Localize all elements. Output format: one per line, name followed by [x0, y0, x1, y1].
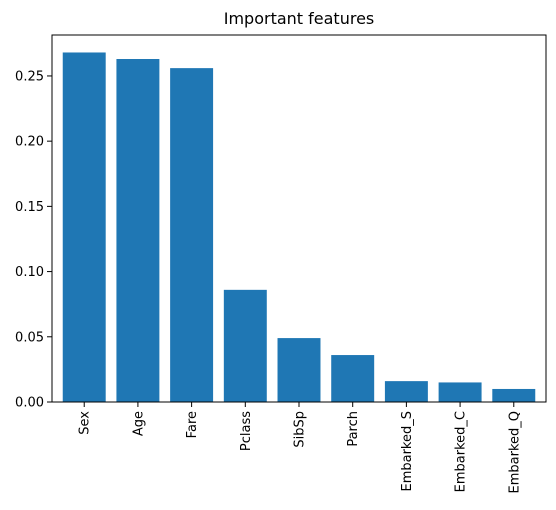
y-axis-ticks: 0.00 0.05 0.10 0.15 0.20 0.25	[15, 69, 52, 411]
x-tick-label: Pclass	[239, 411, 254, 451]
bar-embarked-q	[492, 388, 536, 402]
bar-sex	[62, 52, 106, 402]
y-tick-label: 0.20	[15, 135, 44, 150]
x-tick-label: Embarked_Q	[507, 411, 522, 494]
x-tick-label: Embarked_S	[400, 411, 415, 492]
bar-fare	[170, 68, 214, 402]
x-tick-label: Age	[131, 411, 146, 436]
y-tick-label: 0.10	[15, 265, 44, 280]
y-tick-label: 0.25	[15, 69, 44, 84]
bar-pclass	[223, 289, 267, 402]
bar-age	[116, 59, 160, 402]
x-tick-label: SibSp	[293, 411, 308, 448]
x-tick-label: Fare	[185, 411, 200, 438]
x-tick-label: Parch	[346, 411, 361, 447]
bars-group	[62, 52, 536, 402]
y-tick-label: 0.15	[15, 200, 44, 215]
bar-sibsp	[277, 338, 321, 402]
chart-title: Important features	[224, 9, 375, 28]
bar-embarked-c	[438, 382, 482, 402]
x-tick-label: Sex	[78, 411, 93, 435]
plot-frame	[51, 34, 547, 403]
x-axis-ticks: Sex Age Fare Pclass SibSp Parch Embarked_S Emba…	[78, 402, 522, 494]
y-tick-label: 0.05	[15, 330, 44, 345]
y-tick-label: 0.00	[15, 396, 44, 411]
x-tick-label: Embarked_C	[454, 411, 469, 492]
bar-embarked-s	[384, 381, 428, 402]
bar-parch	[331, 355, 375, 402]
